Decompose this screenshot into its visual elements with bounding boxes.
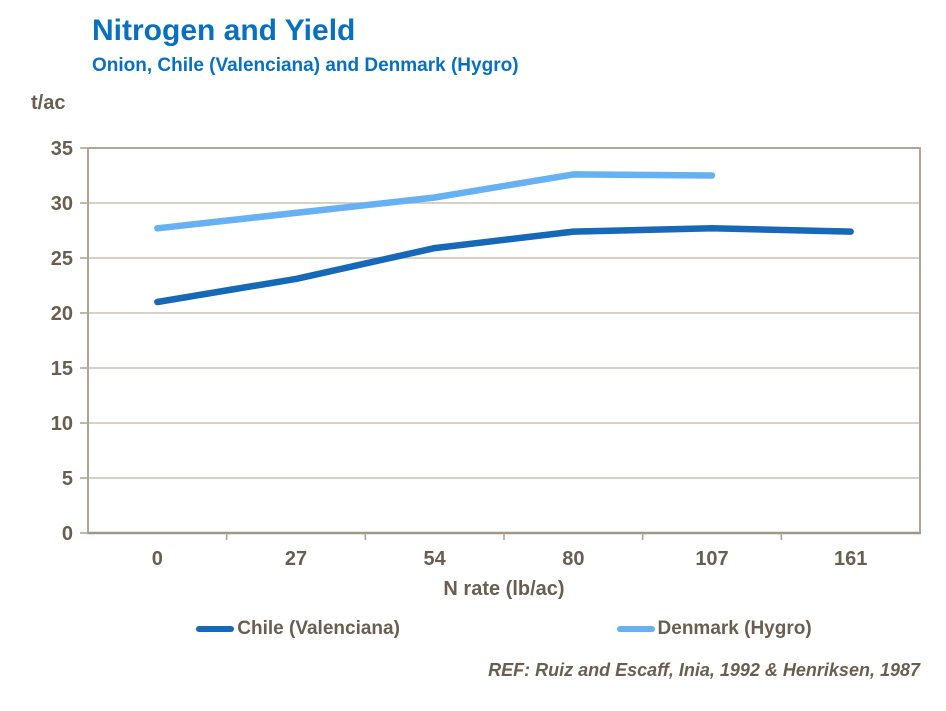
svg-text:54: 54 [424,548,447,570]
svg-text:10: 10 [51,413,73,435]
svg-text:0: 0 [62,523,73,545]
svg-text:107: 107 [695,548,728,570]
legend-item-chile: Chile (Valenciana) [196,618,400,640]
chart-title: Nitrogen and Yield [92,14,356,47]
legend-item-denmark: Denmark (Hygro) [616,618,812,640]
x-axis-title: N rate (lb/ac) [443,578,565,600]
svg-text:0: 0 [152,548,163,570]
svg-text:15: 15 [51,358,73,380]
chart-legend: Chile (Valenciana) Denmark (Hygro) [88,618,920,640]
chart-subtitle: Onion, Chile (Valenciana) and Denmark (H… [92,55,519,76]
chile-line-swatch [196,626,235,632]
reference-note: REF: Ruiz and Escaff, Inia, 1992 & Henri… [488,660,920,680]
svg-text:161: 161 [834,548,867,570]
legend-label-chile: Chile (Valenciana) [237,618,400,639]
y-axis-unit-label: t/ac [31,92,66,114]
svg-text:5: 5 [62,468,73,490]
denmark-line-swatch [616,626,655,632]
legend-label-denmark: Denmark (Hygro) [657,618,812,639]
svg-text:27: 27 [285,548,307,570]
svg-text:20: 20 [51,303,73,325]
svg-text:35: 35 [51,138,73,160]
svg-text:30: 30 [51,193,73,215]
svg-text:80: 80 [562,548,584,570]
svg-text:25: 25 [51,248,73,270]
